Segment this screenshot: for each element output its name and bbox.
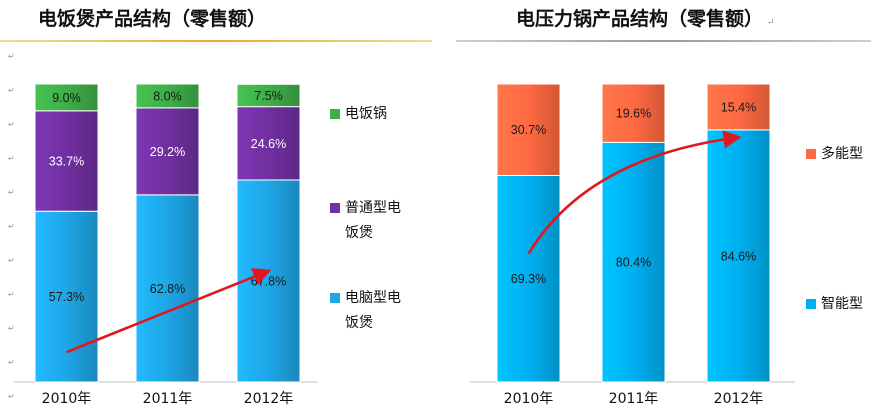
- paragraph-mark: ↵: [767, 18, 775, 28]
- left-trend-arrow: [66, 268, 272, 354]
- paragraph-mark: ↵: [8, 290, 15, 299]
- right-legend-swatch: [806, 299, 816, 309]
- left-category-label: 2010年: [42, 391, 92, 407]
- paragraph-mark: ↵: [8, 222, 15, 231]
- left-bar-2-电饭锅: [236, 83, 301, 108]
- left-legend-label: 电脑型电: [345, 290, 401, 306]
- right-legend-swatch: [806, 149, 816, 159]
- left-legend-label: 饭煲: [345, 314, 373, 331]
- left-bar-2-普通型电饭煲: [236, 106, 301, 181]
- left-chart-title-text: 电饭煲产品结构（零售额）: [38, 8, 267, 30]
- paragraph-mark: ↵: [8, 358, 15, 367]
- paragraph-mark: ↵: [8, 86, 15, 95]
- right-legend-label: 智能型: [821, 296, 863, 312]
- left-data-label: 62.8%: [150, 282, 185, 296]
- right-category-label: 2011年: [609, 391, 659, 407]
- right-data-label: 15.4%: [721, 100, 756, 114]
- left-data-label: 57.3%: [49, 290, 84, 304]
- paragraph-mark: ↵: [8, 120, 15, 129]
- left-bar-1-普通型电饭煲: [135, 107, 200, 196]
- paragraph-marks-column: ↵ ↵ ↵ ↵ ↵ ↵ ↵ ↵ ↵ ↵ ↵: [8, 40, 18, 414]
- right-bar-1-多能型: [601, 83, 666, 143]
- left-data-label: 7.5%: [254, 89, 283, 103]
- right-trend-arrow: [527, 130, 742, 255]
- right-title-rule: [456, 40, 871, 42]
- paragraph-mark: ↵: [8, 52, 15, 61]
- paragraph-mark: ↵: [8, 188, 15, 197]
- right-data-label: 80.4%: [616, 256, 651, 270]
- right-chart-title: 电压力锅产品结构（零售额） ↵: [516, 4, 775, 31]
- right-bar-2-多能型: [706, 83, 771, 131]
- paragraph-mark: ↵: [8, 154, 15, 163]
- right-category-label: 2010年: [504, 391, 554, 407]
- right-stacked-bar-chart: 69.3% 30.7% 2010年 80.4% 19.6% 2011年 84.6% 15.4%…: [470, 83, 863, 407]
- left-legend-swatch: [330, 109, 340, 119]
- left-data-label: 9.0%: [52, 91, 81, 105]
- right-bar-0-多能型: [496, 83, 561, 176]
- left-bar-1-电饭锅: [135, 83, 200, 109]
- left-category-label: 2011年: [143, 391, 193, 407]
- left-bar-1-电脑型电饭煲: [135, 194, 200, 383]
- right-data-label: 69.3%: [511, 272, 546, 286]
- right-bar-1-智能型: [601, 141, 666, 383]
- left-legend-label: 饭煲: [345, 224, 373, 241]
- left-chart-title: 电饭煲产品结构（零售额）: [38, 4, 266, 31]
- left-data-label: 24.6%: [251, 137, 286, 151]
- right-bar-0-智能型: [496, 174, 561, 383]
- left-title-rule: [0, 40, 432, 42]
- paragraph-mark: ↵: [8, 392, 15, 401]
- left-data-label: 33.7%: [49, 155, 84, 169]
- left-bar-0-电脑型电饭煲: [34, 210, 99, 383]
- paragraph-mark: ↵: [8, 324, 15, 333]
- left-data-label: 29.2%: [150, 145, 185, 159]
- right-data-label: 84.6%: [721, 249, 756, 263]
- left-stacked-bar-chart: 57.3%33.7%9.0%2010年62.8%29.2%8.0%2011年67…: [14, 83, 401, 407]
- left-legend-label: 普通型电: [345, 200, 401, 216]
- right-legend-label: 多能型: [821, 145, 863, 162]
- left-bar-0-普通型电饭煲: [34, 110, 99, 212]
- left-category-label: 2012年: [244, 391, 294, 407]
- right-data-label: 19.6%: [616, 107, 651, 121]
- right-category-label: 2012年: [714, 391, 764, 407]
- right-data-label: 30.7%: [511, 123, 546, 137]
- left-legend-label: 电饭锅: [345, 106, 387, 122]
- right-chart-title-text: 电压力锅产品结构（零售额）: [516, 8, 764, 30]
- left-data-label: 8.0%: [153, 89, 182, 103]
- left-bar-0-电饭锅: [34, 83, 99, 112]
- paragraph-mark: ↵: [8, 256, 15, 265]
- left-legend-swatch: [330, 203, 340, 213]
- left-legend-swatch: [330, 293, 340, 303]
